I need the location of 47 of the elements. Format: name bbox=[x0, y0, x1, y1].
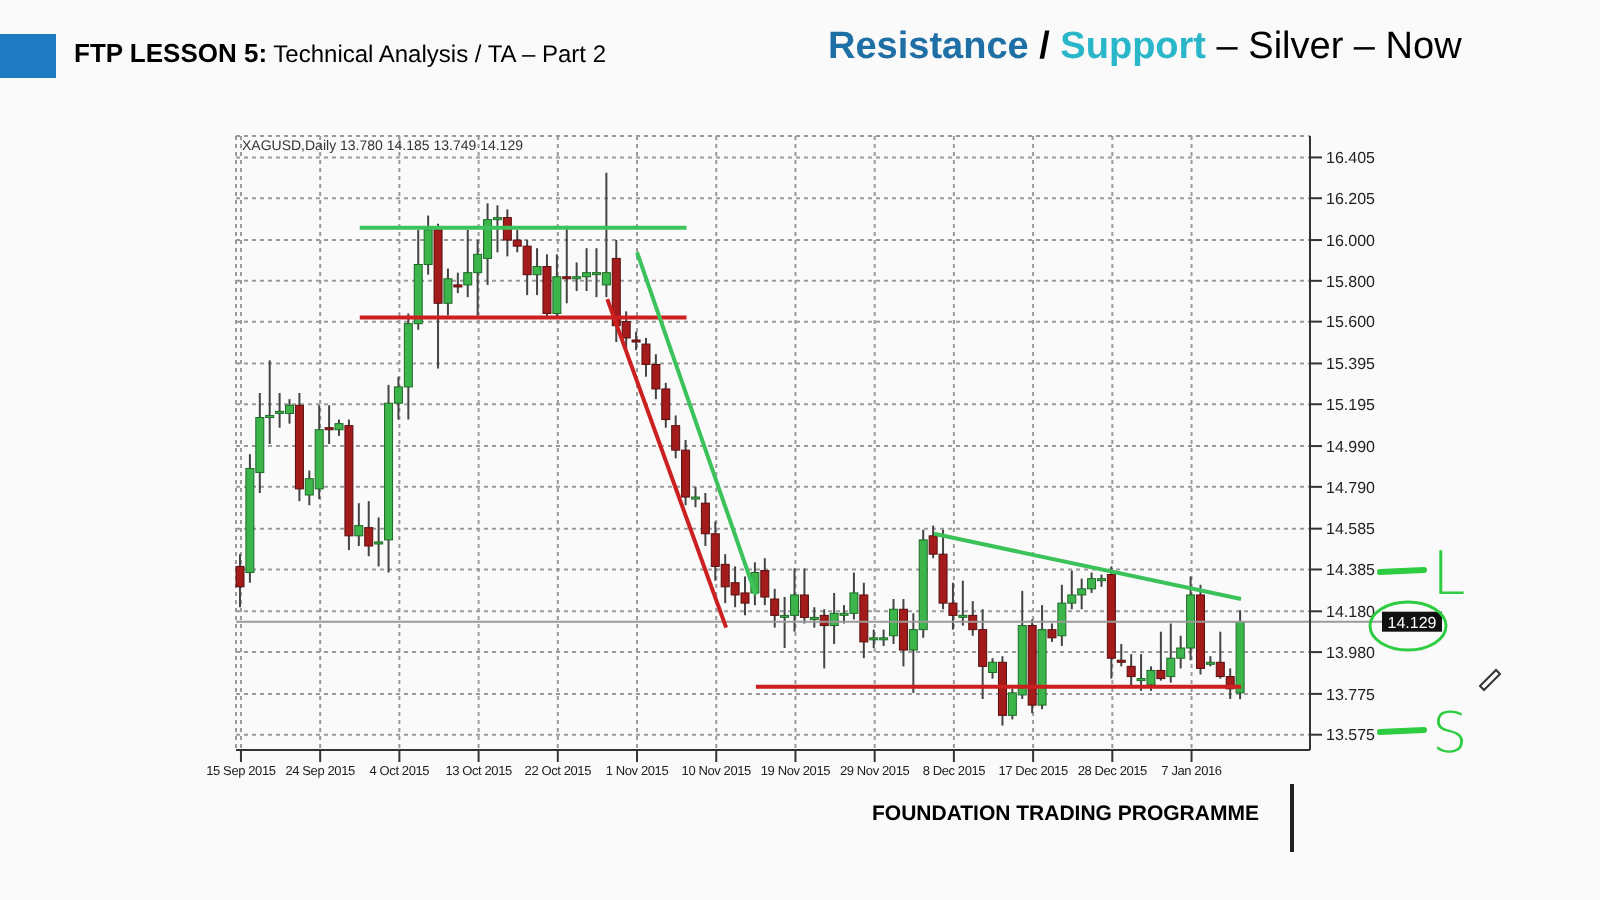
text: L bbox=[1432, 540, 1466, 610]
candlestick bbox=[631, 330, 641, 352]
candlestick bbox=[1126, 653, 1136, 688]
candlestick bbox=[988, 657, 998, 680]
candlestick bbox=[443, 267, 453, 317]
candlestick bbox=[364, 500, 374, 558]
y-tick-label: 13.775 bbox=[1326, 685, 1377, 704]
y-tick-label: 15.195 bbox=[1326, 395, 1377, 414]
candlestick bbox=[354, 502, 364, 548]
y-tick-label: 13.980 bbox=[1326, 643, 1377, 662]
candlestick bbox=[532, 247, 542, 297]
y-tick-label: 13.575 bbox=[1326, 726, 1377, 745]
y-tick-label: 15.600 bbox=[1326, 313, 1377, 332]
y-tick-label: 16.405 bbox=[1326, 149, 1377, 168]
ref-line-label: 14.129 bbox=[1387, 613, 1438, 632]
y-tick-label: 14.790 bbox=[1326, 478, 1377, 497]
candlestick bbox=[453, 271, 463, 295]
y-tick-label: 14.585 bbox=[1326, 520, 1377, 539]
candlestick bbox=[542, 253, 552, 319]
candlestick bbox=[859, 581, 869, 660]
candlestick bbox=[1156, 630, 1166, 682]
candlestick bbox=[1116, 642, 1126, 668]
candlestick bbox=[770, 587, 780, 629]
y-tick-label: 14.180 bbox=[1326, 602, 1377, 621]
candlestick bbox=[958, 579, 968, 627]
text: FOUNDATION TRADING PROGRAMME bbox=[872, 802, 1259, 826]
candlestick bbox=[374, 516, 384, 568]
candlestick bbox=[799, 567, 809, 625]
candlestick bbox=[690, 485, 700, 509]
y-tick-label: 16.000 bbox=[1326, 231, 1377, 250]
candlestick bbox=[760, 557, 770, 607]
text: S bbox=[1432, 700, 1468, 766]
y-tick-label: 14.385 bbox=[1326, 561, 1377, 580]
candlestick bbox=[235, 553, 245, 609]
candlestick bbox=[889, 598, 899, 645]
chart-title: Resistance / Support – Silver – Now bbox=[828, 26, 1462, 68]
y-tick-label: 15.395 bbox=[1326, 355, 1377, 374]
y-tick-label: 16.205 bbox=[1326, 189, 1377, 208]
chart-subtitle: FTP LESSON 5: Technical Analysis / TA – Part 2 bbox=[74, 38, 606, 68]
candlestick bbox=[898, 598, 908, 668]
y-tick-label: 14.990 bbox=[1326, 437, 1377, 456]
candlestick bbox=[324, 404, 334, 446]
candlestick bbox=[562, 224, 572, 305]
y-tick-label: 15.800 bbox=[1326, 272, 1377, 291]
candlestick bbox=[809, 606, 819, 629]
candlestick bbox=[1047, 622, 1057, 643]
candlestick bbox=[552, 253, 562, 319]
